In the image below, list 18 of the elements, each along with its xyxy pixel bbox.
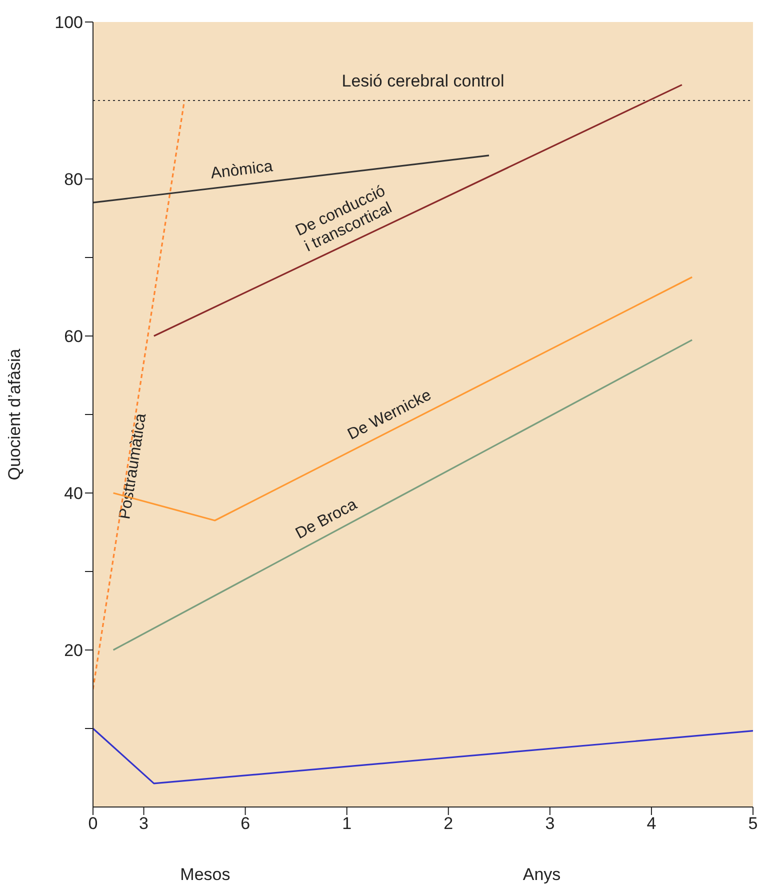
- y-tick-label: 80: [64, 170, 83, 190]
- text: Anys: [522, 865, 561, 884]
- y-tick-label: 40: [64, 484, 83, 504]
- x-tick-label: 6: [240, 814, 250, 834]
- x-tick-label: 4: [646, 814, 656, 834]
- x-tick-label: 3: [545, 814, 555, 834]
- y-tick-label: 20: [64, 641, 83, 660]
- ref-line-label: Lesió cerebral control: [342, 72, 504, 90]
- x-tick-label: 1: [342, 814, 352, 834]
- y-tick-label: 100: [54, 13, 83, 32]
- x-tick-label: 0: [88, 814, 98, 834]
- x-tick-label: 5: [748, 814, 758, 834]
- text: De Broca: [292, 496, 360, 543]
- text: Anòmica: [210, 158, 274, 182]
- y-tick-label: 60: [64, 327, 83, 346]
- x-tick-label: 2: [444, 814, 454, 834]
- x-tick-label: 3: [139, 814, 149, 834]
- text: Mesos: [180, 865, 230, 884]
